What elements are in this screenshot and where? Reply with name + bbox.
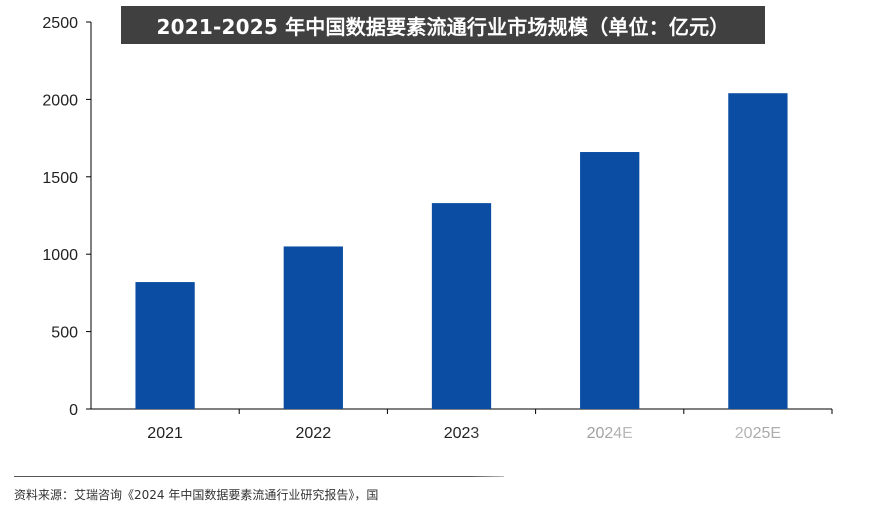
- y-tick-label: 500: [51, 325, 78, 342]
- bar-chart: 0 500 1000 1500 2000 2500 2021 2022 2023 2024E 202…: [42, 15, 833, 442]
- x-tick-label: 2025E: [735, 425, 781, 442]
- source-divider: [14, 476, 504, 477]
- y-tick-label: 1500: [42, 170, 78, 187]
- chart-title: 2021-2025 年中国数据要素流通行业市场规模（单位：亿元）: [121, 6, 765, 44]
- bar: [431, 203, 492, 409]
- y-tick-label: 1000: [42, 247, 78, 264]
- x-tick-label: 2023: [444, 425, 480, 442]
- bar: [580, 152, 640, 410]
- x-tick-label: 2021: [147, 425, 183, 442]
- bar: [283, 246, 343, 409]
- x-tick-label: 2022: [296, 425, 332, 442]
- source-note: 资料来源：艾瑞咨询《2024 年中国数据要素流通行业研究报告》，国: [14, 488, 379, 502]
- y-tick-label: 0: [69, 402, 78, 419]
- y-tick-label: 2500: [42, 15, 78, 32]
- y-tick-label: 2000: [42, 92, 78, 109]
- bar: [728, 93, 788, 409]
- bar: [135, 282, 195, 409]
- x-tick-label: 2024E: [587, 425, 633, 442]
